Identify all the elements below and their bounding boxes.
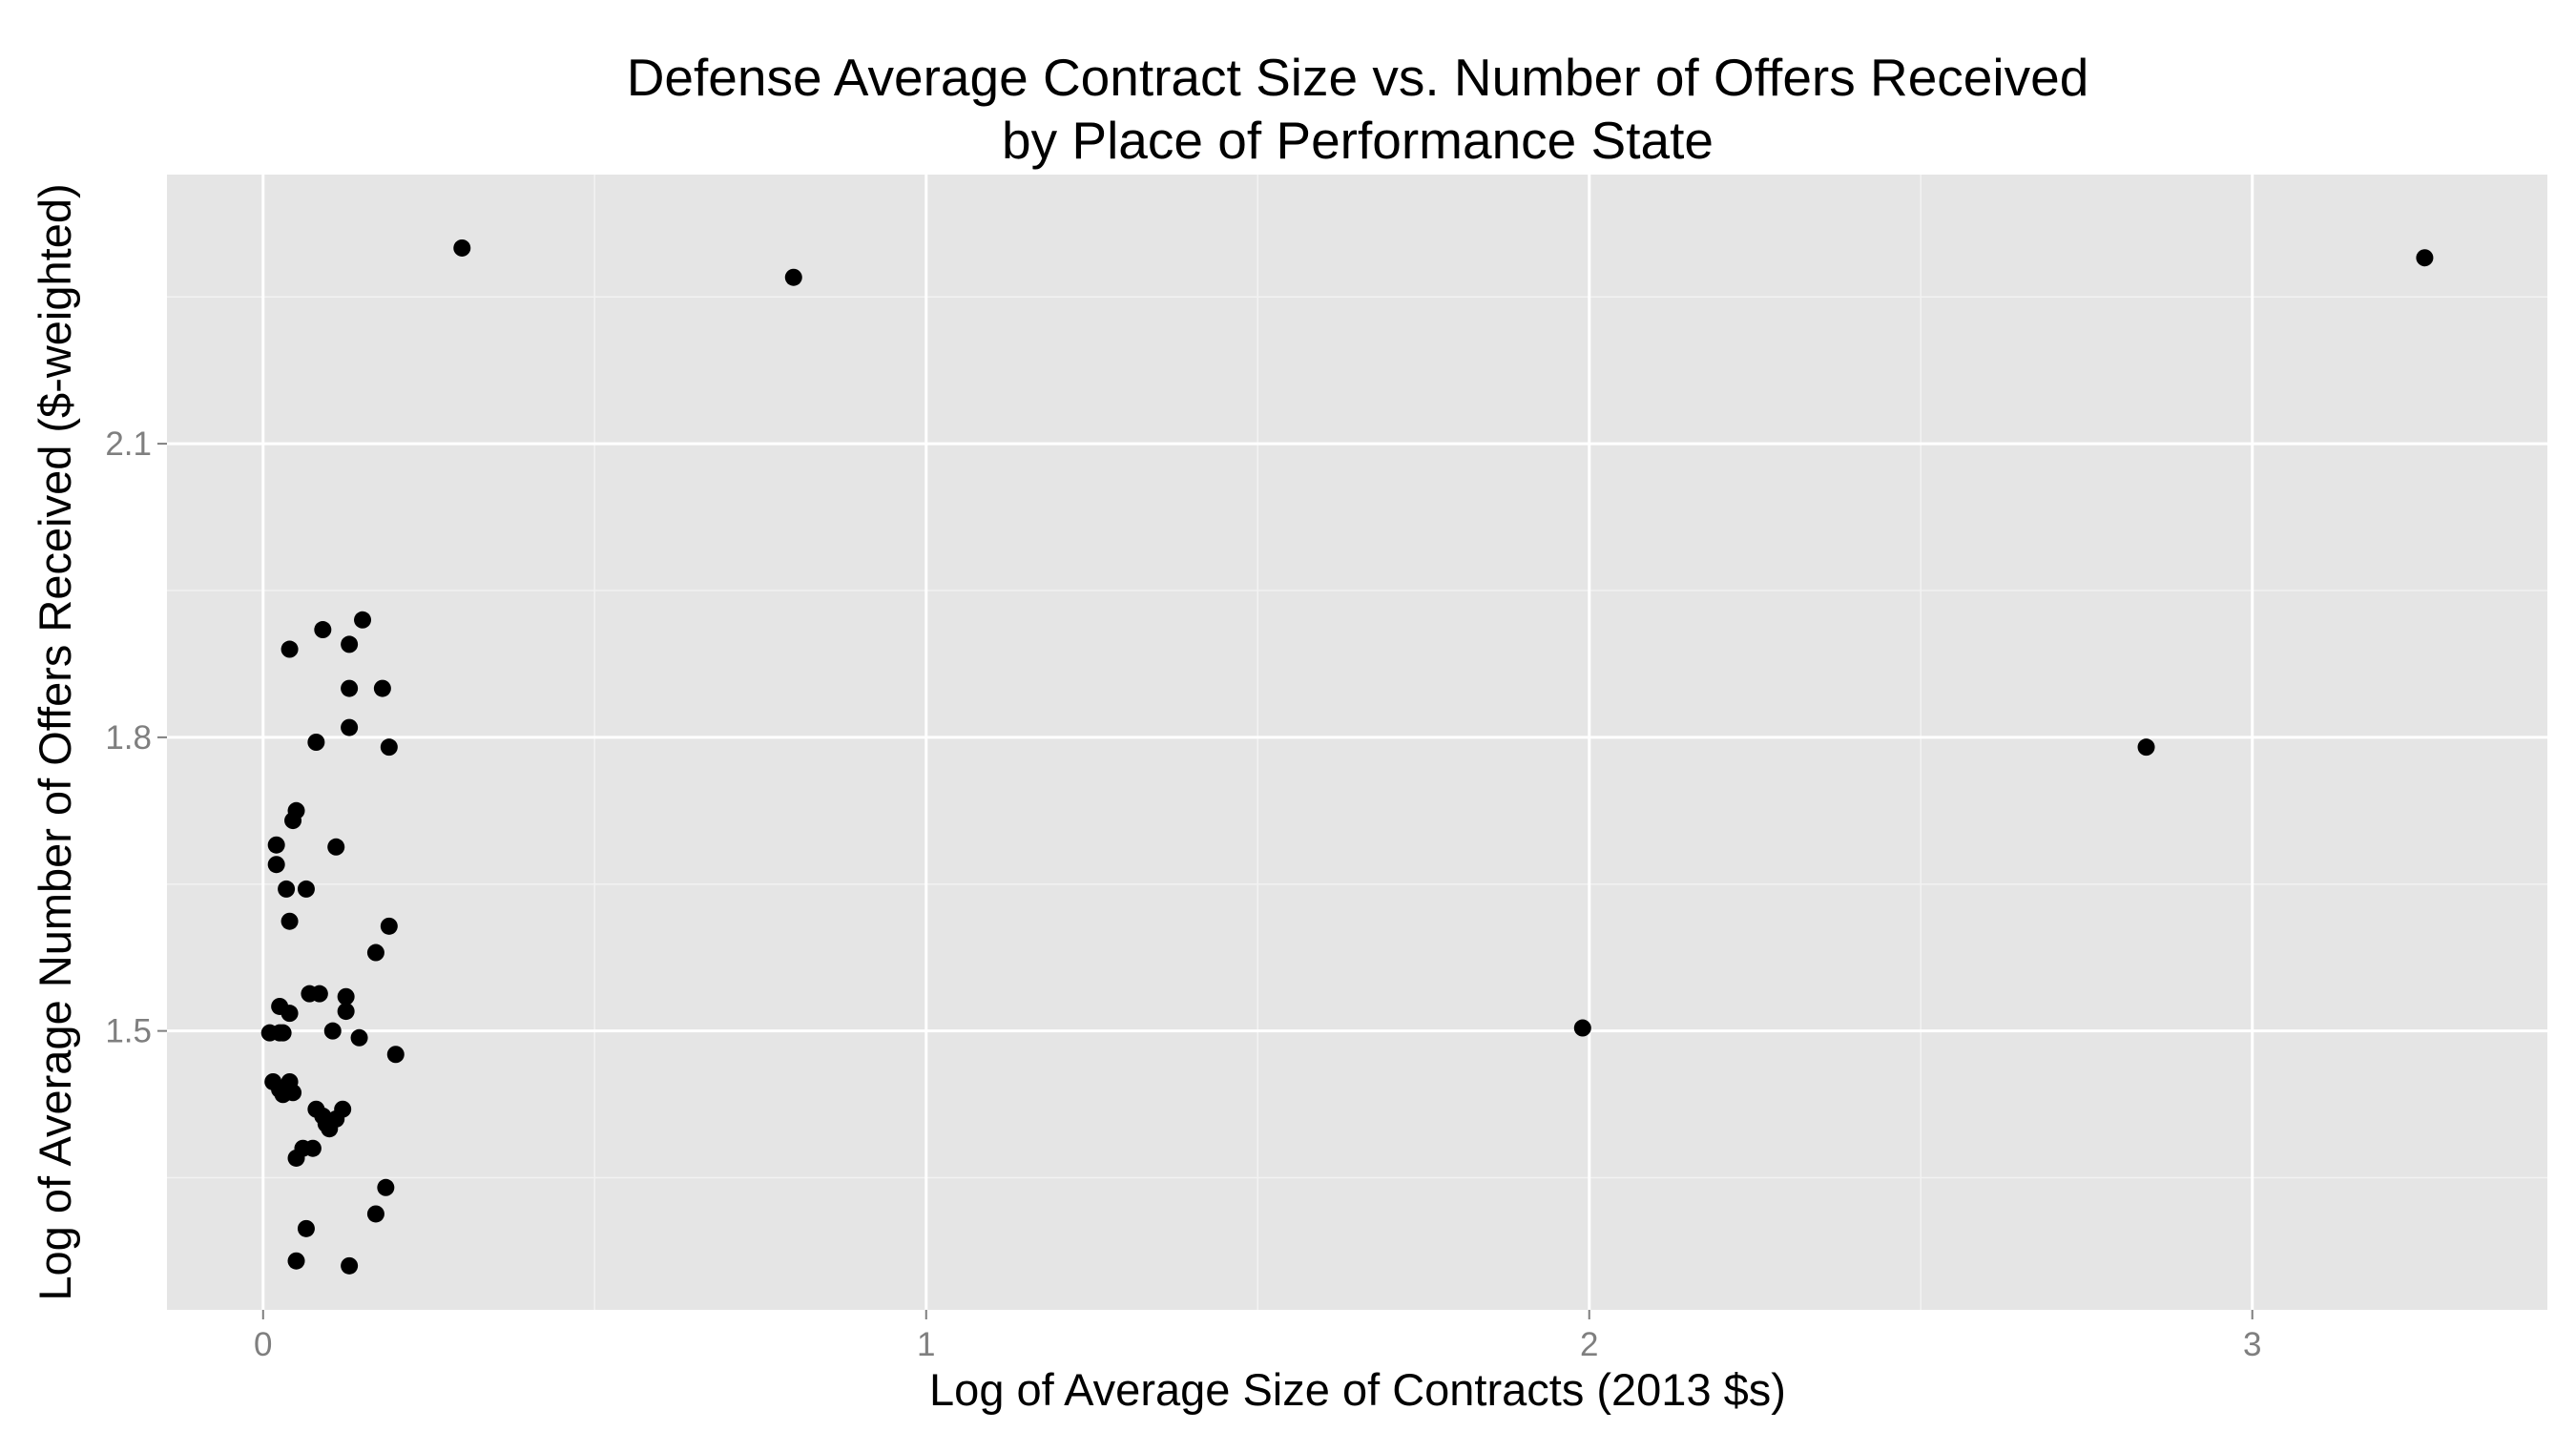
data-point: [341, 718, 359, 736]
data-point: [314, 621, 332, 639]
data-point: [278, 880, 296, 898]
x-axis-title: Log of Average Size of Contracts (2013 $…: [929, 1364, 1786, 1415]
x-tick-label: 1: [917, 1326, 935, 1363]
axis-ticks: [157, 443, 2254, 1319]
data-point: [453, 238, 471, 257]
data-point: [280, 640, 299, 658]
data-point: [373, 679, 391, 697]
data-point: [366, 944, 384, 962]
data-points: [260, 238, 2434, 1275]
data-point: [2137, 738, 2155, 757]
data-point: [267, 856, 285, 874]
data-point: [280, 1005, 299, 1023]
major-gridlines: [167, 175, 2547, 1310]
data-point: [303, 1139, 322, 1157]
data-point: [337, 987, 355, 1006]
x-tick-label: 0: [254, 1326, 272, 1363]
chart-subtitle: by Place of Performance State: [1002, 111, 1714, 170]
data-point: [337, 1003, 355, 1021]
data-point: [284, 812, 302, 830]
y-tick-label: 1.8: [105, 719, 152, 757]
data-point: [297, 1219, 315, 1237]
data-point: [377, 1178, 395, 1196]
data-point: [280, 912, 299, 930]
data-point: [1573, 1019, 1591, 1037]
minor-gridlines: [167, 175, 2547, 1310]
data-point: [341, 1256, 359, 1275]
axis-tick-labels: 0 1 2 3 1.5 1.8 2.1: [105, 425, 2261, 1363]
y-axis-title: Log of Average Number of Offers Received…: [30, 183, 80, 1300]
data-point: [297, 880, 315, 898]
x-tick-label: 2: [1580, 1326, 1598, 1363]
data-point: [321, 1120, 339, 1138]
data-point: [341, 679, 359, 697]
data-point: [784, 268, 802, 286]
data-point: [284, 1084, 302, 1102]
data-point: [287, 1252, 305, 1270]
data-point: [310, 985, 328, 1003]
data-point: [350, 1028, 368, 1047]
y-tick-label: 2.1: [105, 425, 152, 463]
data-point: [2416, 249, 2434, 267]
data-point: [323, 1022, 342, 1040]
data-point: [386, 1046, 405, 1064]
chart-title: Defense Average Contract Size vs. Number…: [627, 48, 2089, 107]
data-point: [274, 1024, 292, 1042]
data-point: [354, 611, 372, 629]
y-tick-label: 1.5: [105, 1013, 152, 1050]
data-point: [341, 635, 359, 653]
data-point: [287, 1149, 305, 1167]
data-point: [380, 738, 398, 757]
data-point: [380, 917, 398, 935]
data-point: [366, 1205, 384, 1223]
x-tick-label: 3: [2243, 1326, 2261, 1363]
plot-panel: [167, 175, 2547, 1310]
data-point: [327, 838, 345, 856]
data-point: [307, 734, 325, 751]
data-point: [267, 836, 285, 854]
